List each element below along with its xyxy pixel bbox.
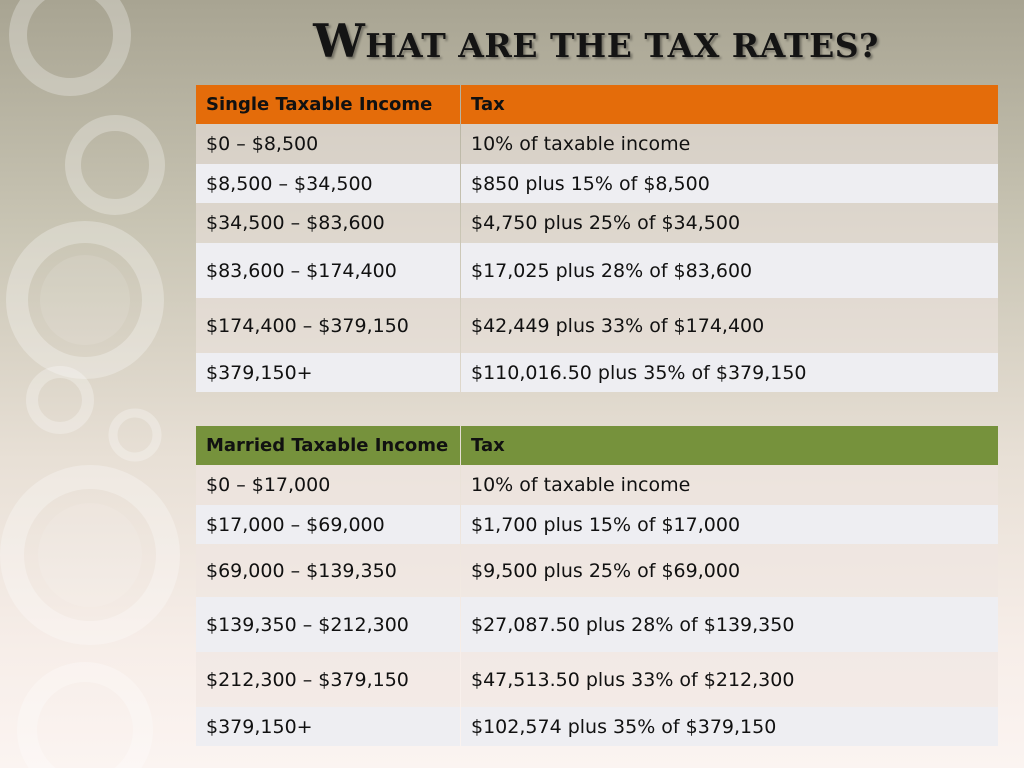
table-header-row: Single Taxable Income Tax	[196, 85, 998, 124]
table-row: $174,400 – $379,150 $42,449 plus 33% of $…	[196, 298, 998, 353]
income-bracket: $83,600 – $174,400	[196, 243, 460, 298]
tax-formula: 10% of taxable income	[461, 465, 998, 505]
income-bracket: $69,000 – $139,350	[196, 544, 460, 597]
tax-formula: $102,574 plus 35% of $379,150	[461, 707, 998, 746]
title-initial: W	[313, 14, 366, 68]
table-row: $17,000 – $69,000 $1,700 plus 15% of $17,…	[196, 505, 998, 544]
decorative-circles	[0, 0, 180, 768]
income-bracket: $0 – $17,000	[196, 465, 460, 505]
table-row: $83,600 – $174,400 $17,025 plus 28% of $8…	[196, 243, 998, 298]
header-income: Single Taxable Income	[196, 85, 460, 124]
income-bracket: $34,500 – $83,600	[196, 203, 460, 243]
single-tax-table: Single Taxable Income Tax $0 – $8,500 10% o…	[196, 85, 998, 392]
tax-formula: $1,700 plus 15% of $17,000	[461, 505, 998, 544]
table-row: $0 – $8,500 10% of taxable income	[196, 124, 998, 164]
income-bracket: $174,400 – $379,150	[196, 298, 460, 353]
income-bracket: $8,500 – $34,500	[196, 164, 460, 203]
tax-formula: $17,025 plus 28% of $83,600	[461, 243, 998, 298]
table-row: $69,000 – $139,350 $9,500 plus 25% of $69…	[196, 544, 998, 597]
header-tax: Tax	[461, 85, 998, 124]
header-tax: Tax	[461, 426, 998, 465]
table-row: $0 – $17,000 10% of taxable income	[196, 465, 998, 505]
tax-formula: $110,016.50 plus 35% of $379,150	[461, 353, 998, 392]
income-bracket: $379,150+	[196, 707, 460, 746]
tax-formula: $850 plus 15% of $8,500	[461, 164, 998, 203]
page-title: WHAT ARE THE TAX RATES?	[196, 14, 996, 68]
table-row: $379,150+ $102,574 plus 35% of $379,150	[196, 707, 998, 746]
tax-formula: $42,449 plus 33% of $174,400	[461, 298, 998, 353]
table-row: $379,150+ $110,016.50 plus 35% of $379,15…	[196, 353, 998, 392]
tax-formula: 10% of taxable income	[461, 124, 998, 164]
tax-formula: $47,513.50 plus 33% of $212,300	[461, 652, 998, 707]
table-header-row: Married Taxable Income Tax	[196, 426, 998, 465]
income-bracket: $0 – $8,500	[196, 124, 460, 164]
tax-formula: $4,750 plus 25% of $34,500	[461, 203, 998, 243]
tax-formula: $27,087.50 plus 28% of $139,350	[461, 597, 998, 652]
income-bracket: $139,350 – $212,300	[196, 597, 460, 652]
income-bracket: $379,150+	[196, 353, 460, 392]
tax-formula: $9,500 plus 25% of $69,000	[461, 544, 998, 597]
table-row: $34,500 – $83,600 $4,750 plus 25% of $34,…	[196, 203, 998, 243]
header-income: Married Taxable Income	[196, 426, 460, 465]
married-tax-table: Married Taxable Income Tax $0 – $17,000 10%…	[196, 426, 998, 746]
table-row: $212,300 – $379,150 $47,513.50 plus 33% o…	[196, 652, 998, 707]
table-row: $139,350 – $212,300 $27,087.50 plus 28% o…	[196, 597, 998, 652]
income-bracket: $17,000 – $69,000	[196, 505, 460, 544]
income-bracket: $212,300 – $379,150	[196, 652, 460, 707]
table-row: $8,500 – $34,500 $850 plus 15% of $8,500	[196, 164, 998, 203]
title-rest: HAT ARE THE TAX RATES?	[365, 26, 879, 65]
